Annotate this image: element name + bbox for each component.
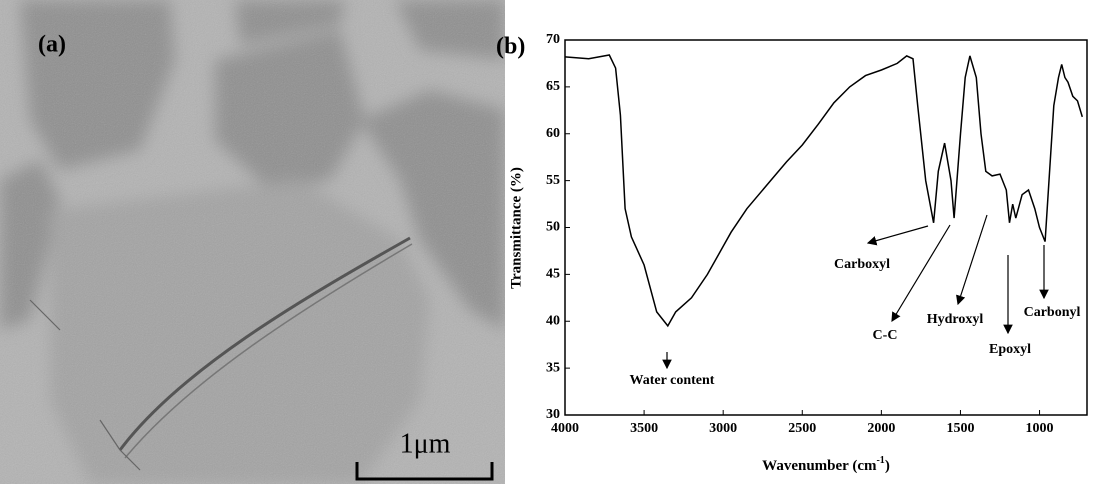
y-tick-label: 45 <box>546 267 560 282</box>
spectrum-line <box>564 54 1084 328</box>
scale-bar-label: 1μm <box>400 428 451 459</box>
y-tick-label: 30 <box>546 407 560 422</box>
y-tick-label: 40 <box>546 313 560 328</box>
scale-bar <box>355 462 494 481</box>
y-tick-label: 65 <box>546 79 560 94</box>
annotation: Carbonyl <box>1024 305 1081 320</box>
x-label-text: Wavenumber (cm <box>762 458 877 474</box>
x-axis-label: Wavenumber (cm-1) <box>762 455 890 474</box>
x-tick-label: 4000 <box>551 421 579 436</box>
y-axis-label: Transmittance (%) <box>508 167 524 289</box>
annotation: Hydroxyl <box>927 312 984 327</box>
x-label-close: ) <box>885 458 890 474</box>
x-tick-label: 1500 <box>946 421 974 436</box>
annotation-arrow <box>956 214 988 306</box>
tem-image <box>0 0 505 484</box>
y-tick-label: 35 <box>546 360 560 375</box>
annotation: Epoxyl <box>989 342 1031 357</box>
y-tick-label: 70 <box>546 32 560 47</box>
panel-label: (a) <box>38 32 66 58</box>
x-tick-label: 3000 <box>709 421 737 436</box>
plot-frame <box>564 39 1088 416</box>
y-tick-label: 50 <box>546 220 560 235</box>
annotation: Carboxyl <box>834 257 890 272</box>
annotation: Water content <box>630 373 715 388</box>
x-tick-label: 3500 <box>630 421 658 436</box>
x-label-superscript: -1 <box>876 455 884 466</box>
annotation-arrow <box>866 225 929 246</box>
x-tick-label: 1000 <box>1026 421 1054 436</box>
x-tick-label: 2500 <box>788 421 816 436</box>
annotation-arrow <box>891 224 951 323</box>
y-tick-label: 60 <box>546 126 560 141</box>
y-tick-label: 55 <box>546 173 560 188</box>
panel-label: (b) <box>496 34 525 60</box>
x-tick-label: 2000 <box>867 421 895 436</box>
annotation: C-C <box>873 328 898 343</box>
